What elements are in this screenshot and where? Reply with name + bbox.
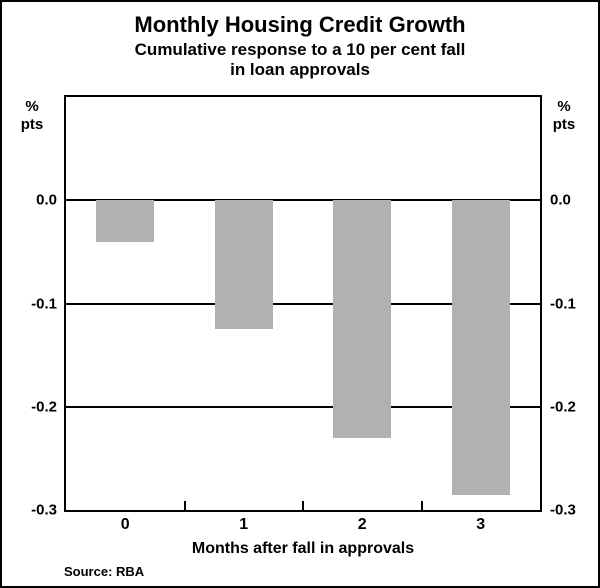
y-axis-unit-right-line1: %: [557, 98, 571, 115]
y-tick-label-left: -0.3: [31, 501, 57, 519]
y-tick-label-left: 0.0: [36, 191, 57, 209]
x-tick-label: 3: [476, 516, 486, 533]
bar-month-0: [96, 200, 155, 242]
y-axis-unit-left: % pts: [10, 98, 54, 134]
x-axis-tick: [302, 501, 304, 510]
y-tick-label-left: -0.2: [31, 398, 57, 416]
bar-month-1: [214, 200, 273, 330]
x-axis-tick: [183, 501, 186, 510]
x-tick-label: 2: [357, 516, 367, 533]
source-note: Source: RBA: [64, 564, 145, 579]
bar-month-3: [451, 200, 510, 495]
plot-area: [64, 95, 542, 512]
y-tick-label-right: -0.1: [550, 295, 576, 312]
gridline: [66, 302, 540, 305]
chart-title: Monthly Housing Credit Growth: [134, 12, 466, 37]
y-axis-unit-right: % pts: [542, 98, 586, 134]
x-tick-label: 1: [239, 516, 249, 533]
chart-subtitle-line1: Cumulative response to a 10 per cent fal…: [134, 40, 466, 59]
y-tick-label-right: -0.2: [550, 398, 576, 416]
y-tick-label-right: 0.0: [550, 191, 571, 209]
y-tick-label-right: -0.3: [550, 501, 576, 519]
x-axis-title: Months after fall in approvals: [191, 540, 415, 557]
bar-month-2: [333, 200, 392, 438]
y-axis-unit-left-line2: pts: [20, 116, 44, 133]
chart-subtitle-line2: in loan approvals: [230, 60, 370, 79]
x-axis-tick: [420, 501, 423, 510]
y-axis-unit-left-line1: %: [25, 98, 39, 115]
y-tick-label-left: -0.1: [31, 295, 57, 312]
y-axis-unit-right-line2: pts: [552, 116, 576, 133]
x-tick-label: 0: [120, 516, 130, 533]
chart-subtitle: Cumulative response to a 10 per cent fal…: [2, 40, 598, 80]
gridline: [66, 199, 540, 202]
gridline: [66, 405, 540, 408]
